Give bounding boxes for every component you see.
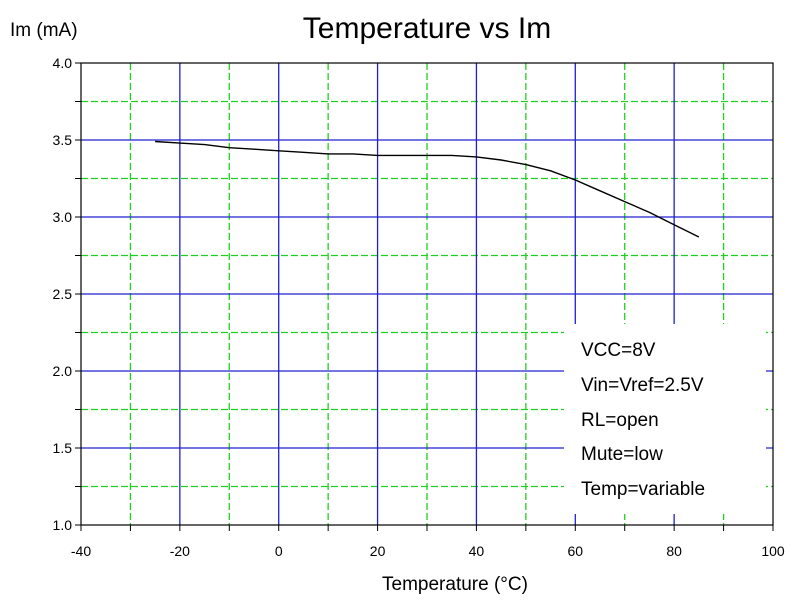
y-tick-label: 2.5 [53,286,73,302]
x-tick-label: 20 [370,543,386,559]
y-tick-label: 1.5 [53,440,73,456]
tick-labels: -40 -20 0 20 40 60 80 100 1.0 1.5 2.0 2.5 3.0 3.5 4.0 [53,55,785,559]
annotation-line: Vin=Vref=2.5V [581,375,704,396]
x-tick-label: 60 [567,543,583,559]
x-tick-label: 100 [761,543,785,559]
y-axis-label: Im (mA) [10,20,78,41]
y-tick-label: 3.0 [53,209,73,225]
annotation-line: VCC=8V [581,340,656,361]
x-tick-label: -20 [170,543,190,559]
x-tick-label: 40 [469,543,485,559]
annotation-background [564,324,766,514]
annotation-line: Mute=low [581,444,663,465]
x-tick-label: -40 [71,543,91,559]
x-tick-label: 80 [666,543,682,559]
y-tick-label: 1.0 [53,517,73,533]
annotation-box: VCC=8V Vin=Vref=2.5V RL=open Mute=low Te… [564,324,766,514]
y-tick-label: 3.5 [53,132,73,148]
chart-title: Temperature vs Im [303,12,551,45]
series-layer [155,140,700,238]
annotation-line: Temp=variable [581,479,705,500]
series-line [155,140,700,238]
x-axis-label: Temperature (°C) [382,574,528,595]
annotation-line: RL=open [581,410,659,431]
y-tick-label: 4.0 [53,55,73,71]
y-tick-label: 2.0 [53,363,73,379]
axis-ticks [75,62,774,531]
x-tick-label: 0 [275,543,283,559]
